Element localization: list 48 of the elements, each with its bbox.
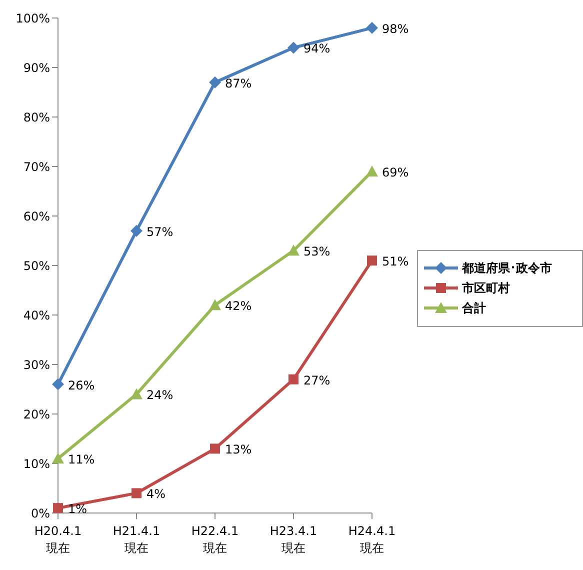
legend-label: 市区町村 [462,280,510,296]
x-tick-label: H23.4.1 現在 [270,524,318,555]
y-tick-label: 100% [16,11,50,26]
data-label: 51% [382,254,409,269]
data-label: 53% [304,244,330,259]
y-tick-label: 60% [23,209,50,224]
data-label: 42% [225,299,252,314]
data-label: 94% [304,42,330,56]
y-tick-label: 10% [23,456,50,471]
point [210,444,220,454]
y-tick-label: 30% [23,358,50,372]
data-label: 11% [68,452,95,467]
data-label: 87% [225,76,252,90]
point [288,374,298,384]
data-label: 57% [146,224,174,239]
y-tick-label: 0% [30,506,50,520]
point [132,488,142,498]
y-tick-label: 50% [23,258,50,273]
data-label: 69% [382,165,409,180]
x-tick-label: H24.4.1 現在 [348,524,396,555]
data-label: 4% [146,487,166,502]
data-label: 1% [68,502,88,516]
data-label: 26% [68,378,95,392]
point [367,256,377,266]
point [52,452,64,464]
point [366,22,378,34]
point [130,224,142,237]
data-label: 24% [146,388,174,402]
y-tick-label: 40% [23,308,50,322]
point [288,42,300,54]
y-tick-label: 80% [23,110,50,124]
y-tick-label: 90% [23,60,50,75]
legend-label: 合計 [462,300,486,316]
x-tick-label: H20.4.1 現在 [34,524,82,555]
point [209,299,221,310]
data-label: 98% [382,22,409,36]
x-tick-label: H22.4.1 現在 [191,524,239,555]
data-label: 27% [304,373,330,388]
point [52,378,64,390]
point [366,165,378,176]
x-tick-label: H21.4.1 現在 [112,524,160,555]
point [288,244,300,256]
point [209,76,221,88]
legend-label: 都道府県･政令市 [462,260,552,276]
y-tick-label: 20% [23,407,50,422]
data-label: 13% [225,442,252,457]
point [130,388,142,400]
y-tick-label: 70% [23,160,50,174]
